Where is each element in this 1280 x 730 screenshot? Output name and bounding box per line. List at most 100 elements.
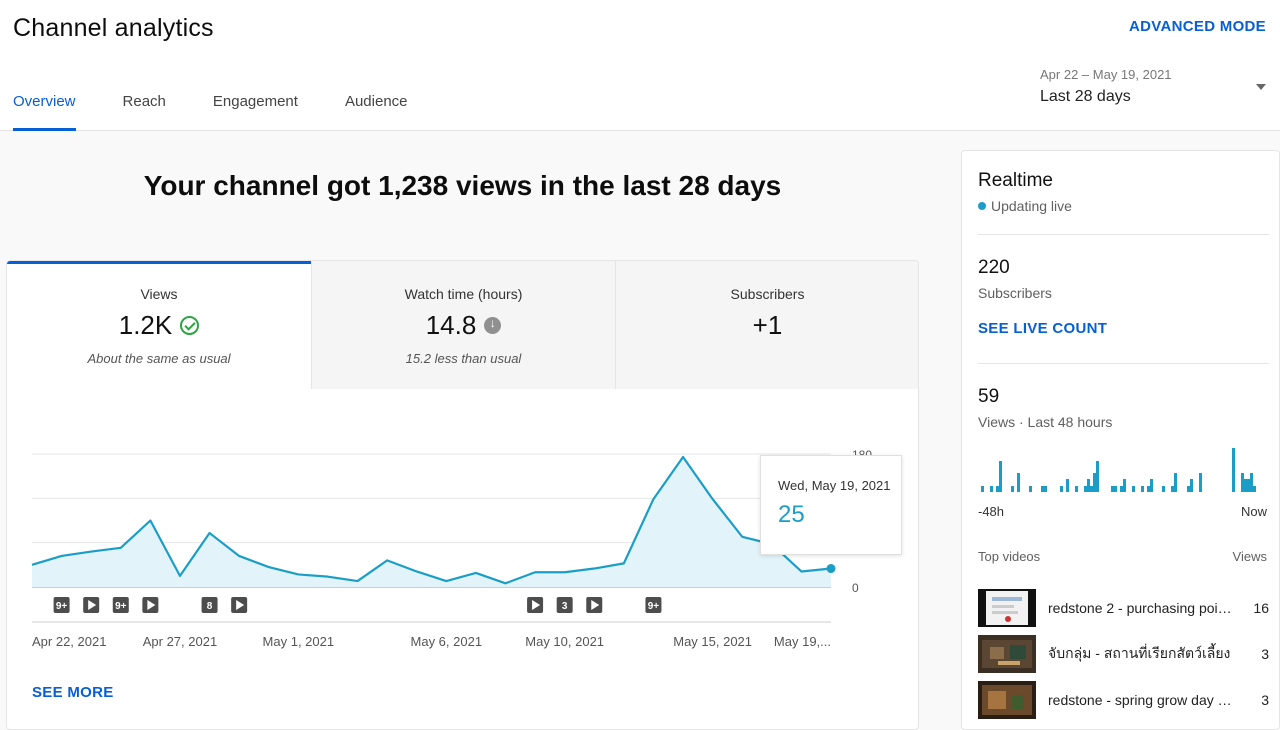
top-video-views: 16: [1253, 600, 1269, 616]
series-area: [32, 456, 831, 587]
tooltip-date: Wed, May 19, 2021: [778, 478, 891, 493]
realtime-bar: [1017, 473, 1021, 492]
data-point: [444, 579, 448, 583]
data-point: [385, 558, 389, 562]
marker-count-label: 3: [562, 601, 568, 612]
metric-label: Watch time (hours): [404, 286, 523, 302]
play-icon: [147, 600, 156, 610]
metric-label: Subscribers: [730, 286, 805, 302]
data-point: [681, 455, 685, 459]
realtime-views-label: Views · Last 48 hours: [978, 414, 1113, 430]
realtime-bar: [1141, 485, 1145, 492]
realtime-bar: [1249, 473, 1253, 492]
advanced-mode-button[interactable]: ADVANCED MODE: [1129, 18, 1266, 35]
arrow-down-circle-icon: [484, 316, 502, 334]
data-point: [89, 550, 93, 554]
marker-count-label: 9+: [115, 601, 127, 612]
metric-tab-subscribers[interactable]: Subscribers +1: [615, 261, 918, 389]
realtime-bar: [1231, 448, 1235, 492]
realtime-bar: [1083, 485, 1087, 492]
data-point: [326, 575, 330, 579]
x-tick-label: May 6, 2021: [411, 634, 483, 649]
realtime-bar: [1147, 485, 1151, 492]
marker-count-label: 9+: [648, 601, 660, 612]
metric-tab-watch-time[interactable]: Watch time (hours) 14.8 15.2 less than u…: [311, 261, 615, 389]
realtime-bar: [1246, 479, 1250, 492]
top-video-title: จับกลุ่ม - สถานที่เรียกสัตว์เลี้ยง: [1048, 645, 1231, 661]
realtime-bar: [999, 460, 1003, 492]
video-thumbnail: [978, 681, 1036, 719]
top-video-title: redstone 2 - purchasing poin...: [1048, 600, 1236, 616]
top-video-views: 3: [1261, 646, 1269, 662]
realtime-bar: [1123, 479, 1127, 492]
tooltip-value: 25: [778, 501, 805, 528]
realtime-bar: [1089, 485, 1093, 492]
video-thumbnail: [978, 589, 1036, 627]
video-marker: [53, 597, 70, 613]
highlighted-point: [826, 564, 836, 574]
video-marker: [201, 597, 218, 613]
realtime-bar: [1198, 473, 1202, 492]
x-tick-label: May 19,...: [774, 634, 831, 649]
metric-label: Views: [140, 286, 178, 302]
realtime-bar: [1110, 485, 1114, 492]
data-point: [30, 563, 34, 567]
realtime-bar: [981, 485, 985, 492]
data-point: [208, 531, 212, 535]
divider: [978, 363, 1269, 364]
realtime-bar: [1120, 485, 1124, 492]
top-video-row[interactable]: จับกลุ่ม - สถานที่เรียกสัตว์เลี้ยง 3: [978, 635, 1269, 673]
data-point: [651, 497, 655, 501]
realtime-bar: [1162, 485, 1166, 492]
data-point: [474, 571, 478, 575]
bar-axis-end: Now: [1240, 504, 1267, 519]
x-tick-label: May 1, 2021: [263, 634, 335, 649]
realtime-status: Updating live: [978, 198, 1072, 214]
data-point: [237, 554, 241, 558]
realtime-bar-chart[interactable]: [978, 436, 1256, 492]
video-thumbnail: [978, 635, 1036, 673]
metric-value-row: 14.8: [312, 310, 615, 341]
bar-axis-start: -48h: [978, 504, 1005, 519]
date-range-selector[interactable]: Apr 22 – May 19, 2021 Last 28 days: [1040, 67, 1270, 106]
tab-overview[interactable]: Overview: [13, 84, 76, 131]
marker-count-label: 9+: [56, 601, 68, 612]
x-tick-label: May 10, 2021: [525, 634, 604, 649]
data-point: [119, 546, 123, 550]
tab-engagement[interactable]: Engagement: [212, 93, 298, 110]
date-range-dates: Apr 22 – May 19, 2021: [1040, 67, 1172, 82]
realtime-bar: [1044, 485, 1048, 492]
video-marker: [645, 597, 662, 613]
realtime-bar: [1065, 479, 1069, 492]
metric-value-row: +1: [616, 310, 918, 341]
metric-value-row: 1.2K: [7, 310, 311, 341]
data-point: [799, 569, 803, 573]
data-point: [740, 535, 744, 539]
metric-tab-views[interactable]: Views 1.2K About the same as usual: [7, 261, 311, 389]
play-icon: [591, 600, 600, 610]
top-videos-views-heading: Views: [1232, 549, 1267, 564]
realtime-bar: [1095, 460, 1099, 492]
top-video-title: redstone - spring grow day (lvl...: [1048, 692, 1236, 708]
data-point: [711, 497, 715, 501]
data-point: [415, 569, 419, 573]
top-videos-heading: Top videos: [978, 549, 1041, 564]
x-tick-label: May 15, 2021: [673, 634, 752, 649]
see-live-count-link[interactable]: SEE LIVE COUNT: [978, 320, 1108, 337]
top-video-row[interactable]: redstone - spring grow day (lvl... 3: [978, 681, 1269, 719]
metric-value: +1: [752, 310, 783, 340]
dropdown-caret-icon: [1256, 84, 1266, 90]
tab-audience[interactable]: Audience: [344, 93, 408, 110]
divider: [978, 234, 1269, 235]
play-icon: [236, 600, 245, 610]
x-tick-label: Apr 22, 2021: [32, 634, 106, 649]
see-more-link[interactable]: SEE MORE: [32, 684, 114, 701]
top-video-row[interactable]: redstone 2 - purchasing poin... 16: [978, 589, 1269, 627]
realtime-bar: [1186, 485, 1190, 492]
page-title: Channel analytics: [13, 14, 214, 42]
data-point: [148, 519, 152, 523]
tab-reach[interactable]: Reach: [122, 93, 166, 110]
realtime-bar: [1086, 479, 1090, 492]
data-point: [622, 561, 626, 565]
